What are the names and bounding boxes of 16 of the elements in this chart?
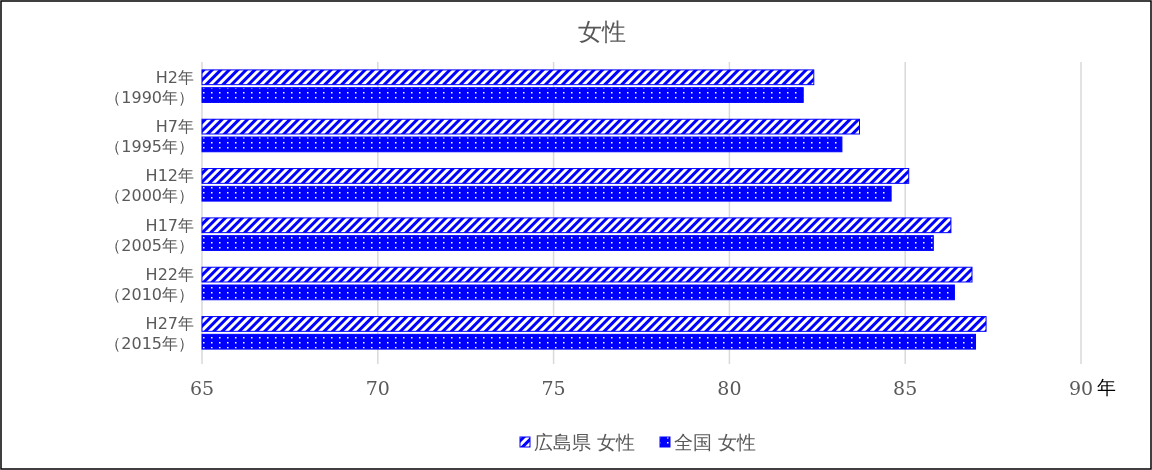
x-tick-label: 80 <box>717 377 742 399</box>
y-tick-label: H12年（2000年） <box>105 166 194 206</box>
legend-label: 全国 女性 <box>674 431 757 453</box>
chart-title: 女性 <box>577 18 626 46</box>
x-axis-title: 年 <box>1097 376 1116 398</box>
x-tick-label: 75 <box>541 377 566 399</box>
y-tick-label: H22年（2010年） <box>105 265 194 304</box>
y-tick-label: H27年（2015年） <box>105 314 194 354</box>
x-tick-label: 90 <box>1068 377 1094 399</box>
x-tick-label: 70 <box>365 377 390 399</box>
y-tick-label: H2年（1990年） <box>105 67 194 107</box>
y-tick-label: H7年（1995年） <box>105 117 194 156</box>
legend-label: 広島県 女性 <box>534 431 636 453</box>
x-tick-label: 85 <box>893 377 918 399</box>
x-tick-label: 65 <box>189 377 215 399</box>
y-tick-label: H17年（2005年） <box>105 215 194 255</box>
